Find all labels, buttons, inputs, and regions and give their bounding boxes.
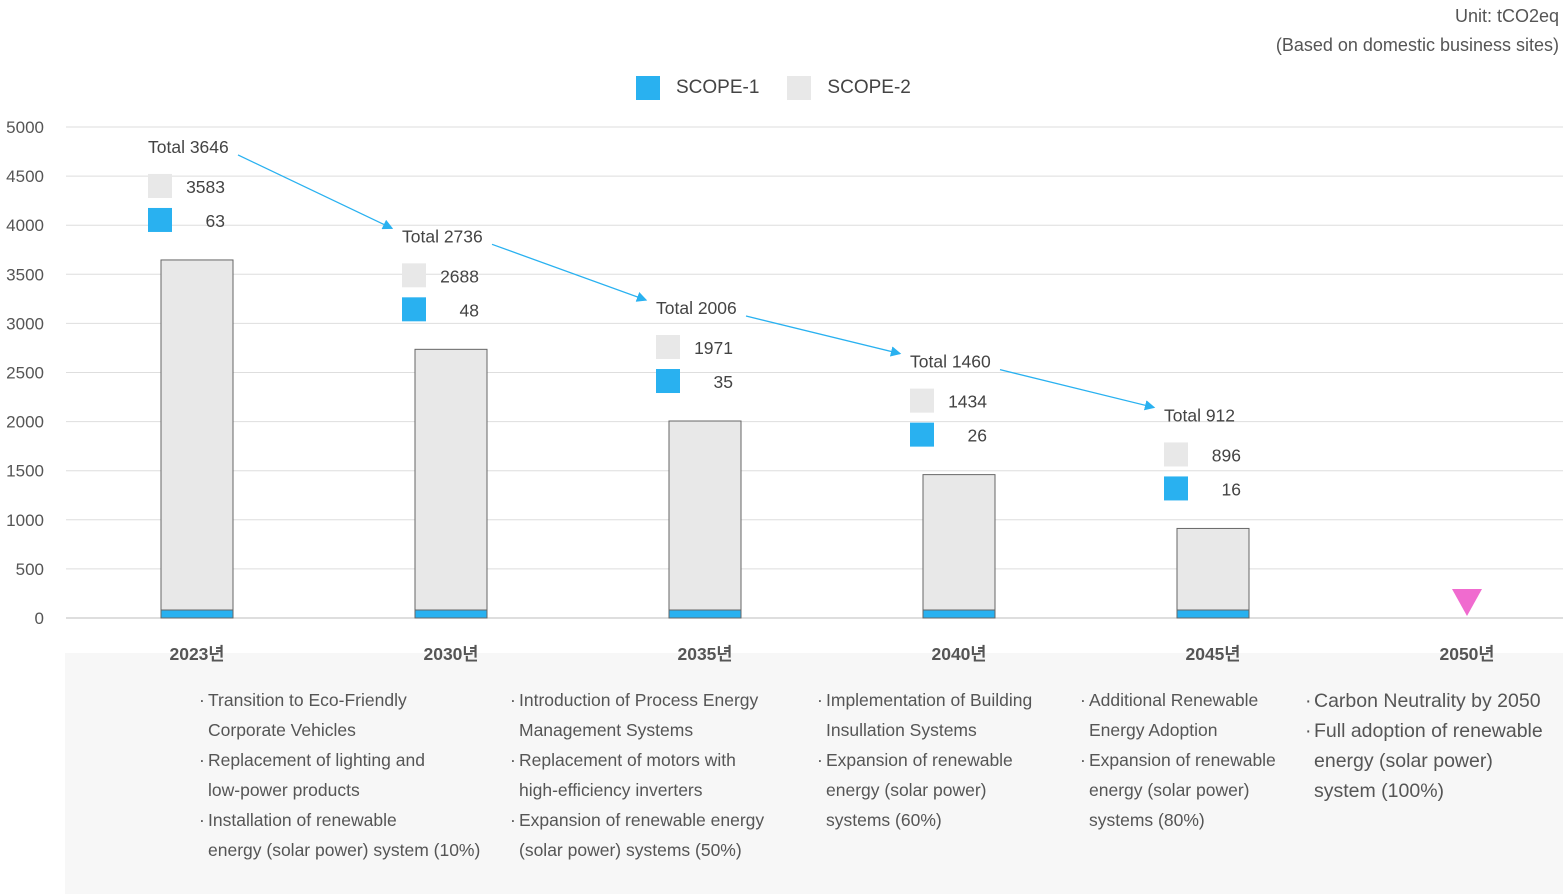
note-bullet: Introduction of Process EnergyManagement… [510,685,764,745]
y-tick-label: 1500 [6,462,44,481]
net-zero-marker [1452,589,1482,616]
total-label: Total 1460 [910,352,991,372]
note-bullet: Carbon Neutrality by 2050 [1305,686,1543,716]
scope2-value-swatch [148,173,172,198]
scope2-value-swatch [656,335,680,360]
scope2-value-label: 2688 [440,266,479,286]
legend-swatch-scope1 [636,76,660,100]
y-tick-label: 4000 [6,216,44,235]
note-bullet: Expansion of renewable energy(solar powe… [510,805,764,865]
scope1-value-label: 63 [206,211,225,231]
notes-column: Introduction of Process EnergyManagement… [510,685,764,865]
scope2-value-swatch [910,388,934,413]
trend-arrow [237,154,394,230]
x-tick-label: 2023년 [169,644,224,664]
bar-scope1 [668,609,742,619]
scope2-value-label: 1434 [948,392,987,412]
y-tick-label: 1000 [6,511,44,530]
scope1-value-swatch [402,297,426,322]
bar-scope1 [1176,609,1250,619]
bar-scope2 [160,259,234,613]
unit-note: Unit: tCO2eq (Based on domestic business… [1276,2,1559,60]
y-tick-label: 0 [35,609,44,628]
scope1-value-swatch [656,369,680,394]
unit-basis: (Based on domestic business sites) [1275,35,1559,55]
scope1-value-swatch [1164,476,1188,501]
y-tick-label: 5000 [6,118,44,137]
legend-item-scope1: SCOPE-1 [636,76,759,100]
scope1-value-swatch [148,207,172,232]
scope2-value-swatch [1164,442,1188,467]
y-tick-label: 500 [16,560,44,579]
legend-item-scope2: SCOPE-2 [787,76,911,100]
bar-scope2 [1176,527,1250,617]
scope2-value-label: 896 [1212,445,1241,465]
y-tick-label: 4500 [6,167,44,186]
scope2-value-label: 3583 [186,177,225,197]
total-label: Total 2736 [402,226,483,246]
scope2-value-label: 1971 [694,338,733,358]
scope1-value-label: 35 [714,372,733,392]
legend-label-scope2: SCOPE-2 [827,77,911,98]
x-tick-label: 2035년 [677,644,732,664]
scope1-value-swatch [910,422,934,447]
bar-scope1 [414,609,488,619]
x-tick-label: 2050년 [1439,644,1494,664]
trend-arrow [999,368,1156,411]
trend-arrow [745,315,902,357]
total-label: Total 2006 [656,298,737,318]
legend-label-scope1: SCOPE-1 [676,77,760,98]
y-tick-label: 2500 [6,364,44,383]
legend-swatch-scope2 [787,76,812,100]
total-label: Total 912 [1164,405,1235,425]
bar-scope2 [668,420,742,616]
x-tick-label: 2030년 [423,644,478,664]
scope2-value-swatch [402,263,426,288]
x-tick-label: 2040년 [931,644,986,664]
bar-scope2 [922,474,996,616]
scope1-value-label: 48 [460,300,479,320]
notes-column: Carbon Neutrality by 2050Full adoption o… [1305,686,1543,806]
note-bullet: Replacement of motors withhigh-efficienc… [510,745,764,805]
scope1-value-label: 16 [1222,479,1241,499]
trend-arrow [491,243,648,302]
total-label: Total 3646 [148,137,229,157]
unit-label: Unit: tCO2eq [1454,6,1559,26]
bar-scope2 [414,348,488,614]
legend: SCOPE-1 SCOPE-2 [636,76,939,100]
bar-scope1 [922,609,996,619]
y-tick-label: 3500 [6,265,44,284]
y-tick-label: 3000 [6,314,44,333]
bar-scope1 [160,609,234,619]
scope1-value-label: 26 [968,426,987,446]
y-tick-label: 2000 [6,413,44,432]
x-tick-label: 2045년 [1185,644,1240,664]
